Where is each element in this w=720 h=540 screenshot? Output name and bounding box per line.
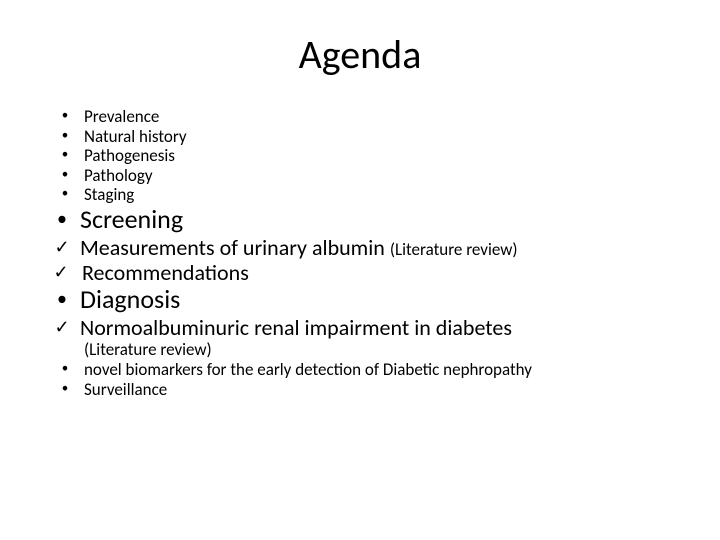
bullet-icon: •: [50, 127, 80, 144]
list-item-screening: • Screening: [50, 205, 670, 235]
list-item: • Pathology: [50, 166, 670, 186]
item-text: novel biomarkers for the early detection…: [80, 360, 532, 380]
item-text: Natural history: [80, 127, 187, 147]
item-text: Measurements of urinary albumin (Literat…: [74, 235, 518, 260]
measurements-text: Measurements of urinary albumin: [80, 234, 390, 261]
list-item: • Prevalence: [50, 107, 670, 127]
bullet-icon: •: [50, 146, 80, 163]
item-text: Prevalence: [80, 107, 159, 127]
list-item-surveillance: • Surveillance: [50, 380, 670, 400]
check-icon: ✓: [50, 315, 74, 338]
bullet-icon: •: [50, 360, 80, 377]
item-text: Normoalbuminuric renal impairment in dia…: [74, 315, 512, 340]
item-text: Surveillance: [80, 380, 167, 400]
list-item-recommendations: ✓ Recommendations: [50, 260, 670, 285]
list-item-normo: ✓ Normoalbuminuric renal impairment in d…: [50, 315, 670, 340]
check-icon: ✓: [50, 235, 74, 258]
item-text: Pathology: [80, 166, 153, 186]
slide-title: Agenda: [50, 30, 670, 79]
check-icon: ✓: [50, 260, 72, 283]
list-item-diagnosis: • Diagnosis: [50, 285, 670, 315]
item-text: Recommendations: [72, 260, 249, 285]
item-text: Pathogenesis: [80, 146, 175, 166]
list-item: • Staging: [50, 185, 670, 205]
bullet-icon: •: [50, 166, 80, 183]
lit-review-text: (Literature review): [390, 239, 518, 260]
list-item: • Natural history: [50, 127, 670, 147]
agenda-list: • Prevalence • Natural history • Pathoge…: [50, 107, 670, 399]
bullet-icon: •: [50, 285, 74, 311]
bullet-icon: •: [50, 107, 80, 124]
list-item-novel: • novel biomarkers for the early detecti…: [50, 360, 670, 380]
list-item-litreview-sub: (Literature review): [50, 340, 670, 360]
bullet-icon: •: [50, 185, 80, 202]
item-text: Screening: [74, 205, 183, 235]
list-item-measurements: ✓ Measurements of urinary albumin (Liter…: [50, 235, 670, 260]
list-item: • Pathogenesis: [50, 146, 670, 166]
lit-review-sub: (Literature review): [50, 340, 670, 360]
item-text: Diagnosis: [74, 285, 180, 315]
bullet-icon: •: [50, 205, 74, 231]
bullet-icon: •: [50, 380, 80, 397]
item-text: Staging: [80, 185, 134, 205]
